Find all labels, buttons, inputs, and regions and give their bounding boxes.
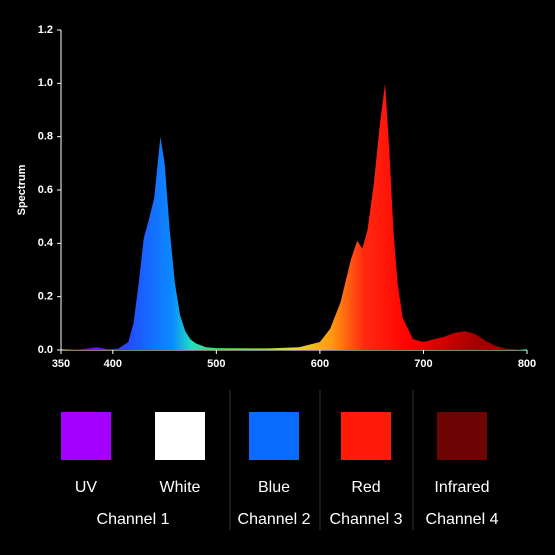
spectrum-area — [61, 83, 527, 351]
x-tick-label: 600 — [311, 358, 329, 370]
channel-label: Channel 3 — [330, 511, 403, 528]
legend-swatch — [341, 412, 391, 460]
y-tick-label: 0.4 — [38, 237, 54, 249]
x-tick-label: 400 — [104, 358, 122, 370]
legend-label: Red — [351, 479, 380, 496]
channel-label: Channel 1 — [97, 511, 170, 528]
y-tick-label: 1.0 — [38, 77, 53, 89]
legend-swatch — [61, 412, 111, 460]
y-tick-label: 0.0 — [38, 344, 53, 356]
legend-swatch — [249, 412, 299, 460]
y-tick-label: 0.2 — [38, 291, 53, 303]
y-tick-label: 0.8 — [38, 131, 53, 143]
x-tick-label: 350 — [52, 358, 70, 370]
x-tick-label: 800 — [518, 358, 536, 370]
legend-swatch — [437, 412, 487, 460]
x-tick-label: 700 — [414, 358, 432, 370]
y-tick-label: 0.6 — [38, 184, 53, 196]
legend-label: Blue — [258, 479, 290, 496]
legend-label: White — [160, 479, 201, 496]
channel-label: Channel 4 — [426, 511, 499, 528]
x-tick-label: 500 — [207, 358, 225, 370]
y-axis-label: Spectrum — [16, 164, 28, 215]
legend-swatch — [155, 412, 205, 460]
legend-label: Infrared — [434, 479, 489, 496]
legend-label: UV — [75, 479, 98, 496]
channel-label: Channel 2 — [238, 511, 311, 528]
y-tick-label: 1.2 — [38, 24, 53, 36]
